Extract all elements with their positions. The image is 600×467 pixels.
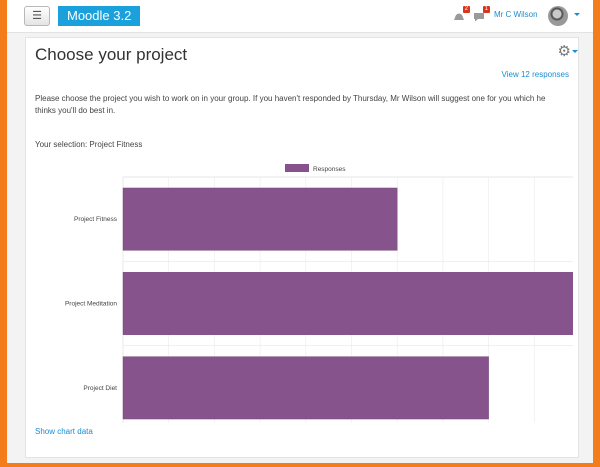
main-card: Choose your project ⚙ View 12 responses … [25,37,579,458]
view-responses-link[interactable]: View 12 responses [501,70,569,79]
chat-bubble-icon [474,13,484,22]
bar-project-diet [122,356,489,420]
site-brand[interactable]: Moodle 3.2 [58,6,141,26]
show-chart-data-link[interactable]: Show chart data [35,427,93,436]
responses-chart: 00.51.01.52.02.53.03.54.04.55.0Project F… [65,164,573,423]
bell-icon [454,13,464,20]
messages-badge: 1 [482,6,490,13]
notifications-button[interactable]: 2 [453,6,470,27]
menu-toggle-button[interactable]: ☰ [24,6,50,26]
chevron-down-icon[interactable] [572,50,578,53]
intro-text: Please choose the project you wish to wo… [35,94,546,115]
user-selection: Your selection: Project Fitness [35,140,143,149]
navbar: ☰ Moodle 3.2 2 1 Mr C Wilson [7,0,593,33]
gear-icon[interactable]: ⚙ [557,43,571,60]
bar-project-fitness [122,187,398,251]
legend-swatch [285,164,309,172]
page-title: Choose your project [35,45,188,64]
legend-label: Responses [313,166,346,173]
y-category-label: Project Diet [83,385,117,392]
notifications-badge: 2 [462,6,470,13]
y-category-label: Project Meditation [65,301,117,308]
avatar[interactable] [548,6,568,26]
y-category-label: Project Fitness [74,216,118,223]
messages-button[interactable]: 1 [473,6,490,27]
chevron-down-icon[interactable] [574,13,580,16]
bar-project-meditation [122,272,573,335]
user-menu-name[interactable]: Mr C Wilson [494,10,538,19]
page-frame: ☰ Moodle 3.2 2 1 Mr C Wilson Choose your… [7,0,593,463]
hamburger-icon: ☰ [32,10,42,22]
